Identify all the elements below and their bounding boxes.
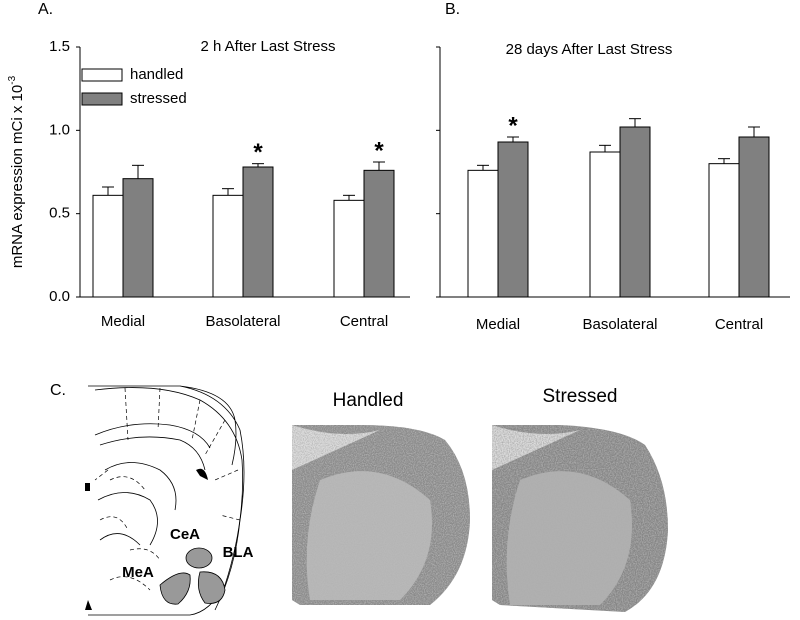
chart-title: 2 h After Last Stress: [200, 38, 335, 55]
bar: [212, 194, 244, 298]
error-bar: [373, 161, 385, 171]
y-axis-label-text: mRNA expression mCi x 10: [9, 85, 26, 268]
bar: [92, 194, 124, 298]
x-tick-label: Basolateral: [205, 313, 280, 330]
chart-title: 28 days After Last Stress: [506, 41, 673, 58]
error-bar: [507, 136, 519, 142]
panel-label: A.: [38, 1, 53, 18]
error-bar: [748, 126, 760, 137]
x-tick-label: Medial: [476, 316, 520, 333]
bar: [619, 126, 651, 298]
y-tick-label: 1.0: [49, 121, 70, 138]
section-image: [292, 425, 470, 605]
atlas-drawing: [85, 385, 245, 616]
error-bar: [343, 194, 355, 201]
error-bar: [102, 186, 114, 196]
atlas-label: MeA: [122, 564, 154, 581]
legend-swatch: [81, 68, 123, 82]
y-tick-label: 0.5: [49, 205, 70, 222]
legend-swatch: [81, 92, 123, 106]
bar: [333, 199, 365, 298]
error-bar: [132, 164, 144, 179]
significance-marker: *: [374, 137, 384, 164]
x-tick-label: Basolateral: [582, 316, 657, 333]
bar: [363, 169, 395, 298]
image-title: Handled: [333, 390, 404, 411]
section-image: [492, 425, 668, 612]
legend-label: stressed: [130, 90, 187, 107]
error-bar: [252, 163, 264, 167]
x-tick-label: Central: [340, 313, 388, 330]
atlas-label: CeA: [170, 526, 200, 543]
x-tick-label: Central: [715, 316, 763, 333]
significance-marker: *: [253, 139, 263, 166]
bar: [467, 169, 499, 298]
bar: [122, 178, 154, 298]
bar: [589, 151, 621, 298]
bar: [738, 136, 770, 298]
y-tick-label: 0.0: [49, 288, 70, 305]
panel-label: B.: [445, 1, 460, 18]
error-bar: [222, 188, 234, 196]
panel-label: C.: [50, 382, 66, 399]
error-bar: [599, 144, 611, 152]
bar: [497, 141, 529, 298]
atlas-label: BLA: [223, 544, 254, 561]
y-axis-label: mRNA expression mCi x 10-3: [7, 75, 26, 268]
error-bar: [718, 158, 730, 164]
error-bar: [629, 118, 641, 127]
legend-label: handled: [130, 66, 183, 83]
significance-marker: *: [508, 112, 518, 139]
bar: [708, 163, 740, 298]
y-axis-label-exponent: -3: [7, 75, 18, 84]
x-tick-label: Medial: [101, 313, 145, 330]
bar: [242, 166, 274, 298]
y-tick-label: 1.5: [49, 38, 70, 55]
error-bar: [477, 164, 489, 171]
image-title: Stressed: [543, 386, 618, 407]
